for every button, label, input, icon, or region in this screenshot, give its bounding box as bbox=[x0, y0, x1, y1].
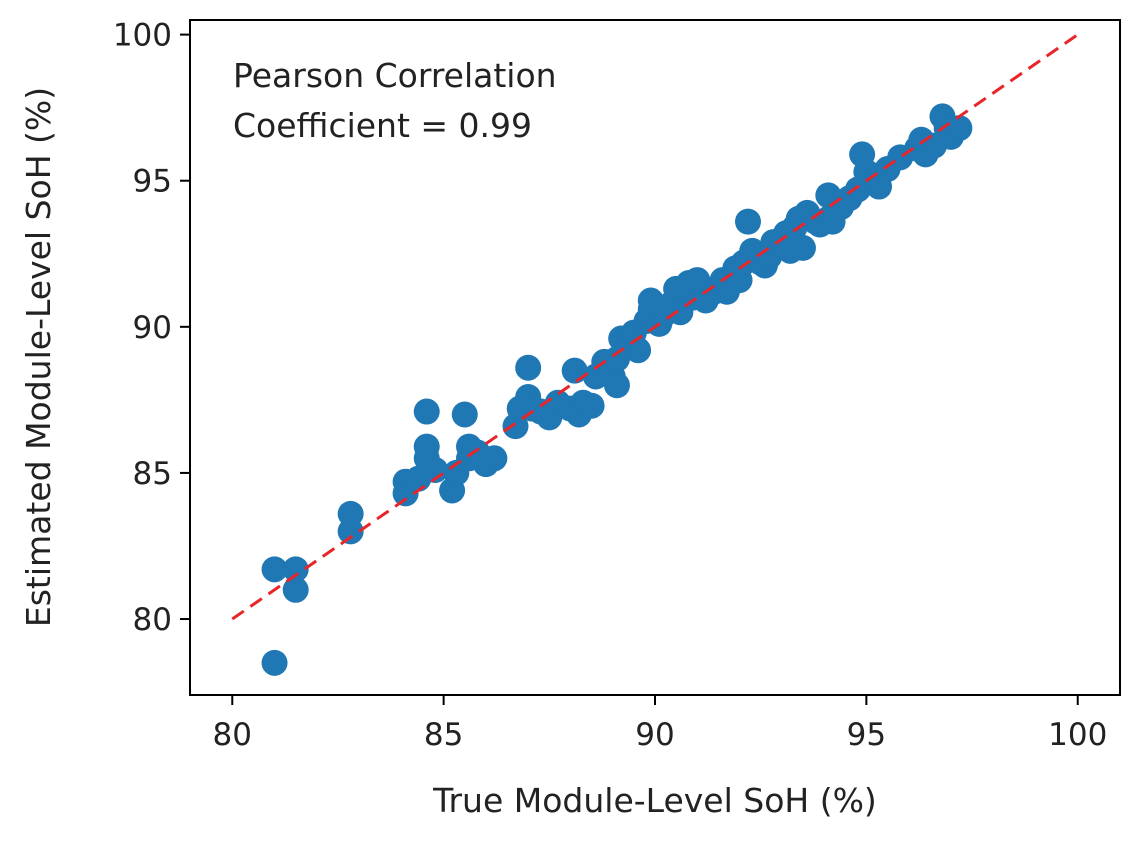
data-point bbox=[282, 576, 309, 603]
data-point bbox=[261, 556, 288, 583]
data-point bbox=[515, 354, 542, 381]
x-tick-label: 95 bbox=[847, 717, 886, 753]
x-axis-label: True Module-Level SoH (%) bbox=[432, 781, 877, 820]
data-point bbox=[603, 372, 630, 399]
x-axis-ticks: 80 85 90 95 100 bbox=[213, 695, 1107, 753]
data-point bbox=[735, 208, 761, 235]
y-tick-label: 80 bbox=[133, 602, 172, 638]
data-point bbox=[481, 445, 508, 472]
y-tick-label: 85 bbox=[133, 456, 172, 492]
data-point bbox=[337, 518, 364, 545]
y-tick-label: 100 bbox=[113, 18, 172, 54]
data-point bbox=[451, 401, 478, 428]
x-tick-label: 100 bbox=[1048, 717, 1107, 753]
data-point bbox=[261, 649, 288, 676]
y-tick-label: 95 bbox=[133, 164, 172, 200]
reference-line-y-equals-x bbox=[231, 33, 1079, 621]
y-axis-ticks: 80 85 90 95 100 bbox=[113, 18, 190, 638]
scatter-points bbox=[261, 103, 973, 676]
data-point bbox=[946, 115, 973, 142]
x-tick-label: 85 bbox=[424, 717, 463, 753]
pearson-annotation-line-1: Pearson Correlation bbox=[233, 56, 557, 95]
x-tick-label: 90 bbox=[635, 717, 674, 753]
data-point bbox=[282, 556, 309, 583]
data-point bbox=[413, 398, 440, 425]
data-point bbox=[578, 392, 605, 419]
data-point bbox=[789, 234, 816, 261]
data-point bbox=[625, 337, 652, 364]
y-axis-label: Estimated Module-Level SoH (%) bbox=[19, 87, 58, 627]
pearson-annotation-line-2: Coefficient = 0.99 bbox=[233, 106, 532, 145]
x-tick-label: 80 bbox=[213, 717, 252, 753]
y-tick-label: 90 bbox=[133, 310, 172, 346]
data-point bbox=[422, 457, 449, 483]
